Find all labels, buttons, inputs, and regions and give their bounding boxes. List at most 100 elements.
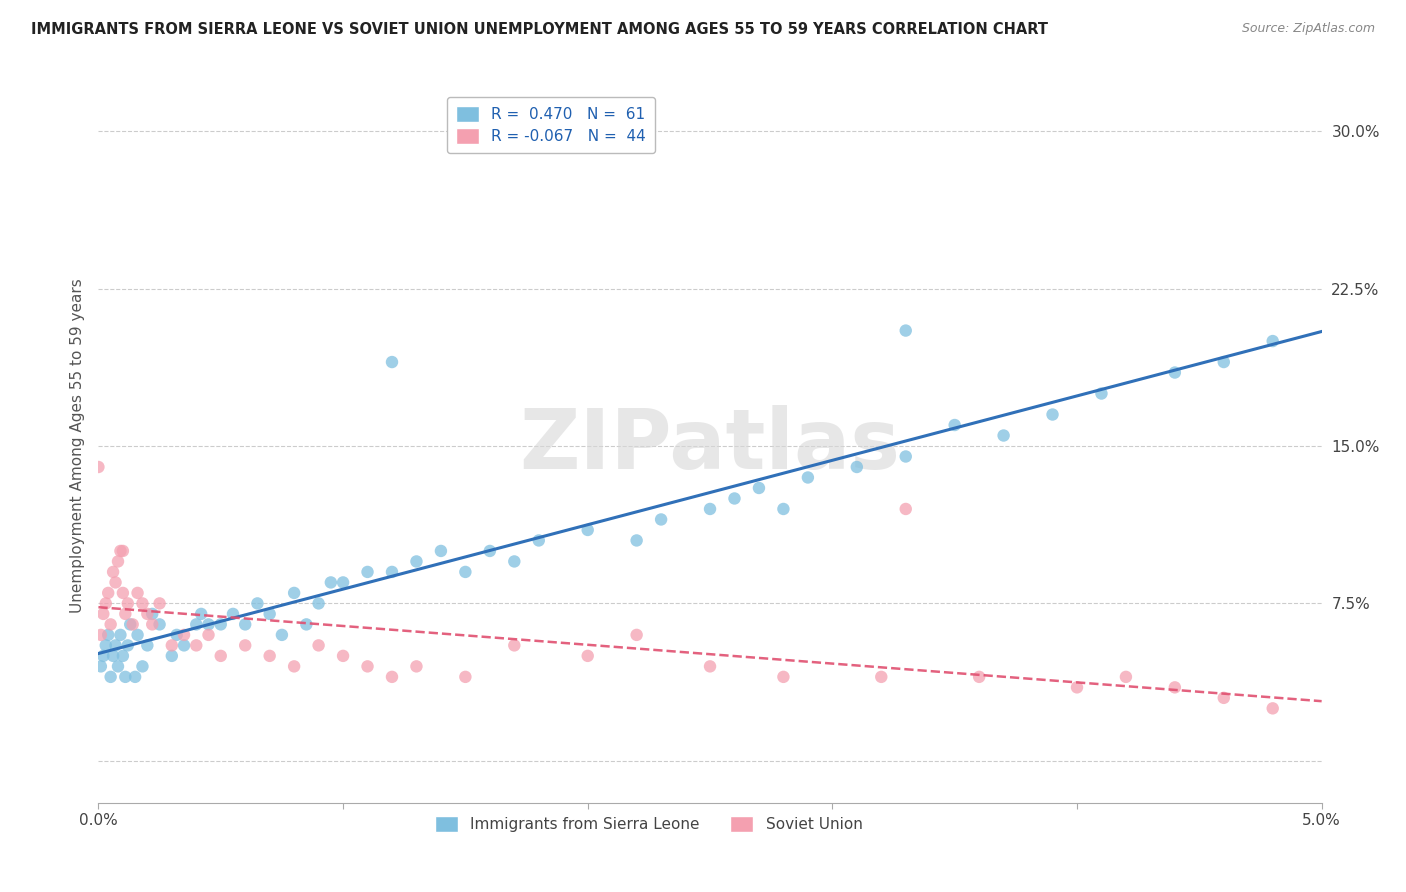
- Point: [160, 648, 183, 663]
- Point: [131, 659, 153, 673]
- Point: [259, 648, 281, 663]
- Point: [967, 670, 990, 684]
- Point: [381, 670, 404, 684]
- Point: [259, 607, 281, 621]
- Point: [699, 659, 721, 673]
- Point: [104, 575, 127, 590]
- Point: [295, 617, 318, 632]
- Point: [101, 648, 124, 663]
- Point: [1212, 690, 1234, 705]
- Point: [270, 628, 292, 642]
- Point: [100, 617, 122, 632]
- Point: [430, 544, 453, 558]
- Point: [894, 450, 917, 464]
- Point: [308, 596, 330, 610]
- Point: [233, 617, 256, 632]
- Point: [319, 575, 342, 590]
- Point: [283, 659, 305, 673]
- Point: [131, 596, 153, 610]
- Point: [283, 586, 305, 600]
- Point: [870, 670, 893, 684]
- Point: [101, 565, 124, 579]
- Point: [91, 607, 114, 621]
- Point: [110, 544, 132, 558]
- Point: [97, 586, 120, 600]
- Point: [149, 596, 172, 610]
- Point: [943, 417, 966, 432]
- Point: [127, 628, 149, 642]
- Point: [141, 607, 163, 621]
- Point: [894, 502, 917, 516]
- Point: [797, 470, 820, 484]
- Point: [209, 617, 232, 632]
- Point: [117, 596, 139, 610]
- Point: [166, 628, 188, 642]
- Point: [1261, 701, 1284, 715]
- Point: [91, 648, 114, 663]
- Point: [94, 596, 117, 610]
- Point: [356, 659, 378, 673]
- Point: [1115, 670, 1137, 684]
- Point: [576, 523, 599, 537]
- Point: [97, 628, 120, 642]
- Point: [111, 586, 134, 600]
- Point: [124, 670, 146, 684]
- Point: [173, 639, 195, 653]
- Point: [772, 502, 794, 516]
- Point: [233, 639, 256, 653]
- Text: IMMIGRANTS FROM SIERRA LEONE VS SOVIET UNION UNEMPLOYMENT AMONG AGES 55 TO 59 YE: IMMIGRANTS FROM SIERRA LEONE VS SOVIET U…: [31, 22, 1047, 37]
- Point: [117, 639, 139, 653]
- Point: [894, 324, 917, 338]
- Point: [246, 596, 269, 610]
- Point: [100, 670, 122, 684]
- Point: [197, 617, 219, 632]
- Point: [332, 648, 354, 663]
- Point: [173, 628, 195, 642]
- Point: [149, 617, 172, 632]
- Point: [454, 565, 477, 579]
- Point: [107, 554, 129, 568]
- Point: [576, 648, 599, 663]
- Point: [1066, 681, 1088, 695]
- Point: [699, 502, 721, 516]
- Point: [186, 617, 208, 632]
- Point: [114, 607, 136, 621]
- Point: [136, 607, 159, 621]
- Point: [222, 607, 245, 621]
- Point: [94, 639, 117, 653]
- Text: Source: ZipAtlas.com: Source: ZipAtlas.com: [1241, 22, 1375, 36]
- Point: [1042, 408, 1064, 422]
- Point: [405, 554, 427, 568]
- Point: [127, 586, 149, 600]
- Point: [186, 639, 208, 653]
- Point: [478, 544, 501, 558]
- Point: [845, 460, 868, 475]
- Point: [1212, 355, 1234, 369]
- Point: [1090, 386, 1112, 401]
- Point: [121, 617, 143, 632]
- Point: [104, 639, 127, 653]
- Point: [190, 607, 212, 621]
- Point: [209, 648, 232, 663]
- Point: [723, 491, 745, 506]
- Legend: Immigrants from Sierra Leone, Soviet Union: Immigrants from Sierra Leone, Soviet Uni…: [429, 810, 869, 838]
- Point: [136, 639, 159, 653]
- Point: [332, 575, 354, 590]
- Point: [748, 481, 770, 495]
- Point: [90, 659, 112, 673]
- Point: [454, 670, 477, 684]
- Point: [308, 639, 330, 653]
- Point: [405, 659, 427, 673]
- Point: [197, 628, 219, 642]
- Point: [111, 544, 134, 558]
- Point: [107, 659, 129, 673]
- Point: [381, 355, 404, 369]
- Point: [626, 628, 648, 642]
- Point: [1164, 681, 1187, 695]
- Y-axis label: Unemployment Among Ages 55 to 59 years: Unemployment Among Ages 55 to 59 years: [69, 278, 84, 614]
- Point: [160, 639, 183, 653]
- Point: [1164, 366, 1187, 380]
- Point: [527, 533, 550, 548]
- Point: [87, 460, 110, 475]
- Point: [503, 554, 526, 568]
